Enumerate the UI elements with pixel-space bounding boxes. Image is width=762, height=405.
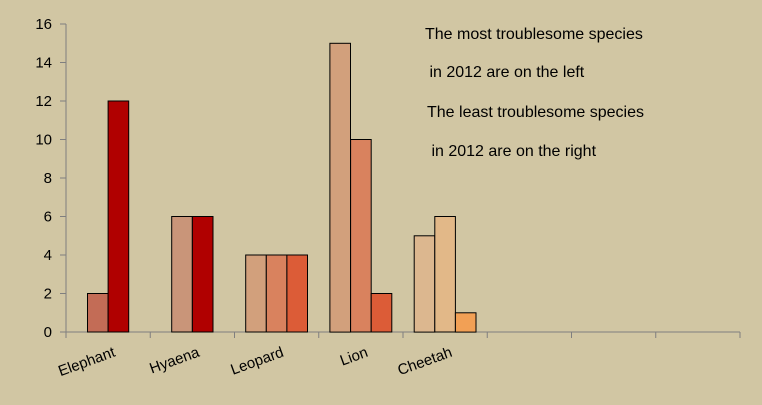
bar-cheetah-2 — [434, 216, 456, 333]
bar-elephant-2 — [107, 100, 130, 333]
bar-hyaena-1 — [171, 216, 193, 333]
bar-elephant-1 — [87, 293, 109, 333]
annotation-least-line2: in 2012 are on the right — [427, 143, 597, 160]
y-tick-label: 14 — [35, 55, 52, 72]
annotation-most-line1: The most troublesome species — [425, 26, 643, 43]
chart-axes: 0 2 4 6 8 10 12 14 16 — [35, 16, 741, 341]
bar-hyaena-2 — [191, 216, 214, 333]
y-tick-label: 16 — [35, 16, 52, 33]
x-category-label-hyaena: Hyaena — [147, 344, 202, 378]
x-category-label-elephant: Elephant — [56, 344, 118, 381]
annotation-most-line2: in 2012 are on the left — [425, 64, 585, 81]
annotations: The most troublesome species in 2012 are… — [425, 26, 644, 160]
bar-leopard-2 — [265, 254, 288, 333]
bar-cheetah-3 — [454, 312, 477, 333]
bar-lion-2 — [350, 139, 372, 333]
y-tick-label: 6 — [44, 209, 52, 226]
x-category-label-lion: Lion — [338, 344, 370, 370]
x-category-label-cheetah: Cheetah — [395, 344, 454, 379]
y-tick-label: 2 — [44, 286, 52, 303]
bar-lion-1 — [329, 42, 351, 333]
bar-cheetah-1 — [413, 235, 436, 333]
y-tick-label: 8 — [44, 170, 52, 187]
bar-leopard-3 — [286, 254, 308, 333]
chart-bars — [87, 42, 477, 333]
x-category-label-leopard: Leopard — [228, 344, 286, 379]
y-tick-label: 0 — [44, 324, 52, 341]
bar-lion-3 — [370, 293, 393, 333]
annotation-least-line1: The least troublesome species — [427, 104, 644, 121]
bar-leopard-1 — [245, 254, 267, 333]
y-tick-label: 12 — [35, 93, 52, 110]
category-labels: Elephant Hyaena Leopard Lion Cheetah — [56, 344, 454, 381]
y-tick-label: 4 — [44, 247, 52, 264]
y-tick-label: 10 — [35, 132, 52, 149]
